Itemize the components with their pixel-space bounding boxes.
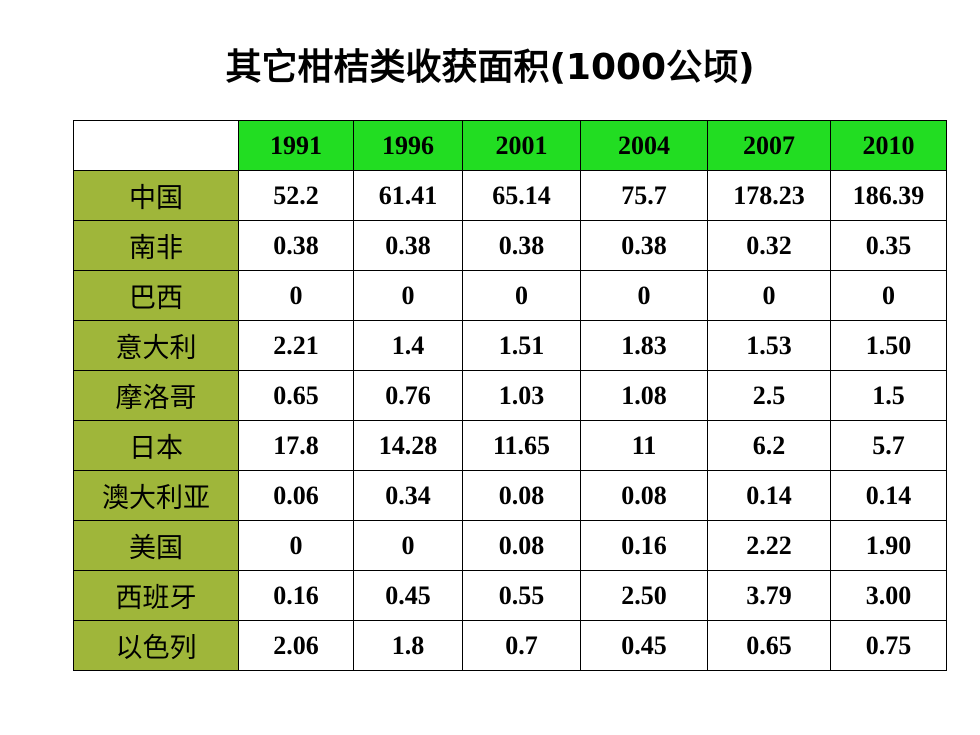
value-cell: 0 bbox=[238, 520, 354, 571]
table-row: 美国 0 0 0.08 0.16 2.22 1.90 bbox=[73, 520, 947, 571]
value-cell: 0.38 bbox=[580, 220, 708, 271]
value-cell: 2.22 bbox=[707, 520, 831, 571]
value-cell: 0 bbox=[707, 270, 831, 321]
value-cell: 0.32 bbox=[707, 220, 831, 271]
value-cell: 1.83 bbox=[580, 320, 708, 371]
corner-cell bbox=[73, 120, 239, 171]
value-cell: 2.5 bbox=[707, 370, 831, 421]
value-cell: 0.14 bbox=[830, 470, 947, 521]
page-title: 其它柑桔类收获面积(1000公顷) bbox=[225, 47, 755, 88]
value-cell: 14.28 bbox=[353, 420, 463, 471]
table-row: 以色列 2.06 1.8 0.7 0.45 0.65 0.75 bbox=[73, 620, 947, 671]
country-cell: 以色列 bbox=[73, 620, 239, 671]
value-cell: 11.65 bbox=[462, 420, 581, 471]
value-cell: 186.39 bbox=[830, 170, 947, 221]
value-cell: 0.34 bbox=[353, 470, 463, 521]
value-cell: 17.8 bbox=[238, 420, 354, 471]
value-cell: 11 bbox=[580, 420, 708, 471]
value-cell: 0.35 bbox=[830, 220, 947, 271]
country-cell: 西班牙 bbox=[73, 570, 239, 621]
value-cell: 0.7 bbox=[462, 620, 581, 671]
value-cell: 0 bbox=[353, 520, 463, 571]
value-cell: 0.65 bbox=[707, 620, 831, 671]
value-cell: 1.4 bbox=[353, 320, 463, 371]
value-cell: 6.2 bbox=[707, 420, 831, 471]
table-row: 日本 17.8 14.28 11.65 11 6.2 5.7 bbox=[73, 420, 947, 471]
value-cell: 0 bbox=[580, 270, 708, 321]
country-cell: 南非 bbox=[73, 220, 239, 271]
value-cell: 2.21 bbox=[238, 320, 354, 371]
year-header: 1991 bbox=[238, 120, 354, 171]
country-cell: 意大利 bbox=[73, 320, 239, 371]
value-cell: 1.08 bbox=[580, 370, 708, 421]
value-cell: 0.65 bbox=[238, 370, 354, 421]
table-row: 摩洛哥 0.65 0.76 1.03 1.08 2.5 1.5 bbox=[73, 370, 947, 421]
year-header: 2010 bbox=[830, 120, 947, 171]
value-cell: 0 bbox=[830, 270, 947, 321]
table-row: 西班牙 0.16 0.45 0.55 2.50 3.79 3.00 bbox=[73, 570, 947, 621]
value-cell: 0.08 bbox=[462, 470, 581, 521]
year-header: 2004 bbox=[580, 120, 708, 171]
value-cell: 3.79 bbox=[707, 570, 831, 621]
country-cell: 美国 bbox=[73, 520, 239, 571]
year-header: 1996 bbox=[353, 120, 463, 171]
value-cell: 75.7 bbox=[580, 170, 708, 221]
value-cell: 0.55 bbox=[462, 570, 581, 621]
table-row: 中国 52.2 61.41 65.14 75.7 178.23 186.39 bbox=[73, 170, 947, 221]
country-cell: 日本 bbox=[73, 420, 239, 471]
value-cell: 1.8 bbox=[353, 620, 463, 671]
value-cell: 1.90 bbox=[830, 520, 947, 571]
value-cell: 1.50 bbox=[830, 320, 947, 371]
value-cell: 0.08 bbox=[580, 470, 708, 521]
value-cell: 65.14 bbox=[462, 170, 581, 221]
country-cell: 摩洛哥 bbox=[73, 370, 239, 421]
value-cell: 0.76 bbox=[353, 370, 463, 421]
value-cell: 0 bbox=[238, 270, 354, 321]
country-cell: 澳大利亚 bbox=[73, 470, 239, 521]
value-cell: 2.50 bbox=[580, 570, 708, 621]
data-table: 1991 1996 2001 2004 2007 2010 中国 52.2 61.4… bbox=[73, 120, 947, 671]
value-cell: 0.38 bbox=[462, 220, 581, 271]
value-cell: 0.16 bbox=[238, 570, 354, 621]
value-cell: 5.7 bbox=[830, 420, 947, 471]
value-cell: 1.51 bbox=[462, 320, 581, 371]
year-header: 2007 bbox=[707, 120, 831, 171]
value-cell: 0 bbox=[353, 270, 463, 321]
table-row: 南非 0.38 0.38 0.38 0.38 0.32 0.35 bbox=[73, 220, 947, 271]
value-cell: 178.23 bbox=[707, 170, 831, 221]
table-row: 巴西 0 0 0 0 0 0 bbox=[73, 270, 947, 321]
value-cell: 1.03 bbox=[462, 370, 581, 421]
value-cell: 1.5 bbox=[830, 370, 947, 421]
table-row: 意大利 2.21 1.4 1.51 1.83 1.53 1.50 bbox=[73, 320, 947, 371]
table-row: 澳大利亚 0.06 0.34 0.08 0.08 0.14 0.14 bbox=[73, 470, 947, 521]
value-cell: 1.53 bbox=[707, 320, 831, 371]
value-cell: 0.14 bbox=[707, 470, 831, 521]
value-cell: 0.38 bbox=[238, 220, 354, 271]
value-cell: 2.06 bbox=[238, 620, 354, 671]
year-header: 2001 bbox=[462, 120, 581, 171]
value-cell: 0.16 bbox=[580, 520, 708, 571]
value-cell: 0.06 bbox=[238, 470, 354, 521]
value-cell: 0.08 bbox=[462, 520, 581, 571]
value-cell: 0 bbox=[462, 270, 581, 321]
country-cell: 中国 bbox=[73, 170, 239, 221]
value-cell: 0.38 bbox=[353, 220, 463, 271]
country-cell: 巴西 bbox=[73, 270, 239, 321]
header-row: 1991 1996 2001 2004 2007 2010 bbox=[73, 120, 947, 171]
value-cell: 0.45 bbox=[353, 570, 463, 621]
value-cell: 0.45 bbox=[580, 620, 708, 671]
value-cell: 52.2 bbox=[238, 170, 354, 221]
value-cell: 3.00 bbox=[830, 570, 947, 621]
value-cell: 0.75 bbox=[830, 620, 947, 671]
value-cell: 61.41 bbox=[353, 170, 463, 221]
